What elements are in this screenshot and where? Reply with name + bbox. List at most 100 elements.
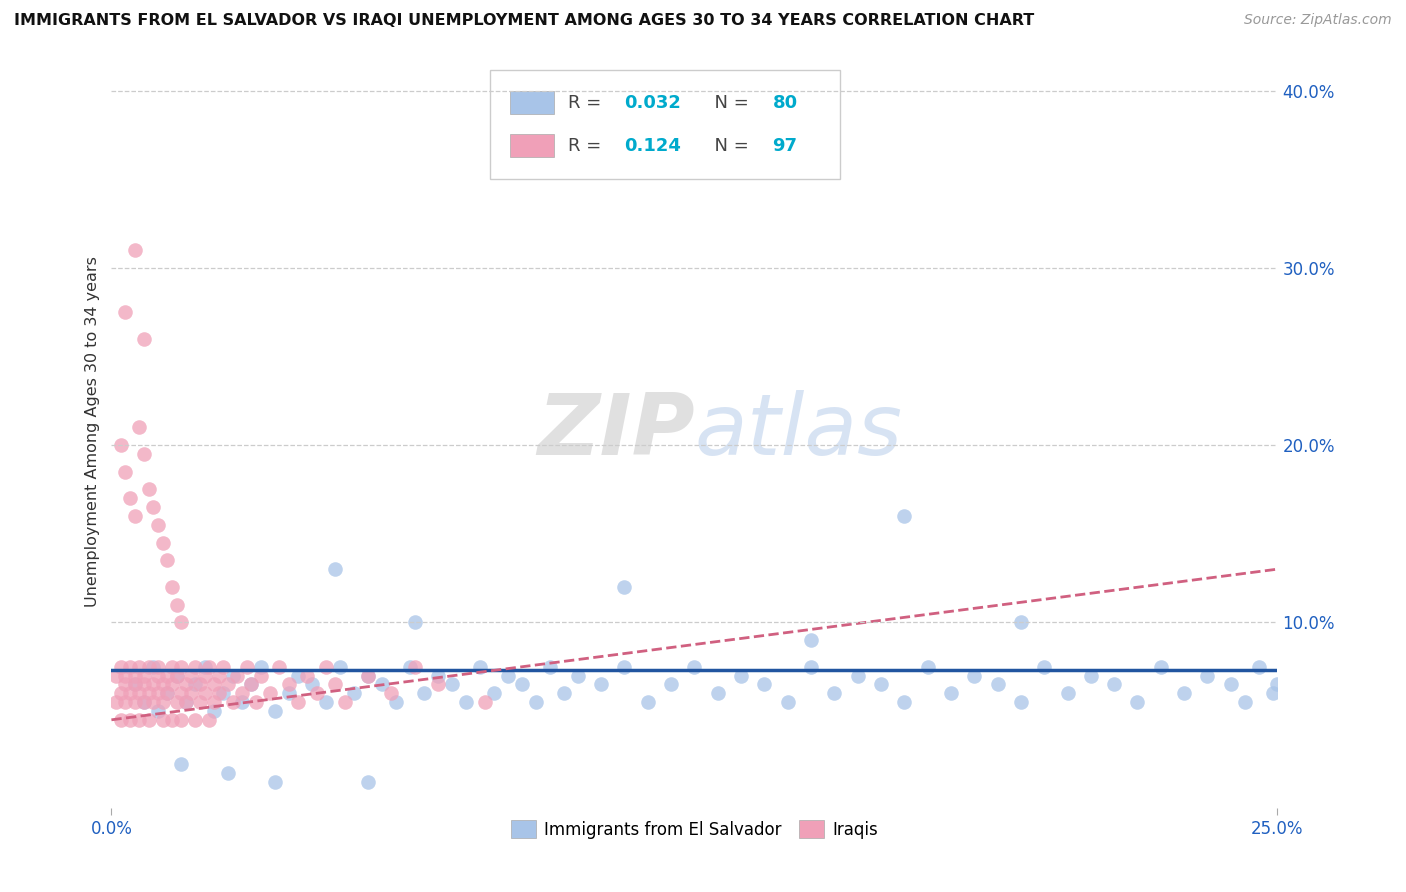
Point	[371, 677, 394, 691]
Point	[1219, 677, 1241, 691]
Point	[357, 775, 380, 789]
Point	[152, 677, 174, 691]
Point	[277, 677, 299, 691]
Point	[132, 332, 155, 346]
Point	[114, 305, 136, 319]
Point	[124, 695, 146, 709]
Point	[730, 668, 752, 682]
Point	[277, 686, 299, 700]
Point	[142, 659, 165, 673]
Point	[1267, 677, 1289, 691]
Point	[893, 695, 915, 709]
Point	[124, 243, 146, 257]
Point	[184, 677, 207, 691]
Point	[166, 598, 188, 612]
Text: 0.032: 0.032	[624, 94, 682, 112]
Point	[170, 686, 193, 700]
Point	[132, 447, 155, 461]
Point	[385, 695, 408, 709]
Point	[315, 659, 337, 673]
Point	[110, 686, 132, 700]
Point	[184, 713, 207, 727]
Point	[142, 500, 165, 515]
Point	[613, 659, 636, 673]
Point	[160, 580, 183, 594]
Point	[114, 668, 136, 682]
Text: R =: R =	[568, 94, 607, 112]
Point	[263, 775, 285, 789]
Point	[468, 659, 491, 673]
Point	[269, 659, 291, 673]
Point	[152, 695, 174, 709]
Point	[613, 580, 636, 594]
Point	[870, 677, 893, 691]
Point	[987, 677, 1010, 691]
Point	[128, 659, 150, 673]
Point	[357, 668, 380, 682]
Point	[323, 562, 346, 576]
Text: N =: N =	[703, 94, 754, 112]
Point	[221, 668, 243, 682]
Point	[120, 491, 142, 506]
Point	[231, 695, 253, 709]
Point	[174, 695, 197, 709]
Point	[202, 704, 225, 718]
Point	[132, 695, 155, 709]
Point	[404, 659, 426, 673]
Point	[142, 677, 165, 691]
Point	[496, 668, 519, 682]
Point	[591, 677, 613, 691]
Text: R =: R =	[568, 136, 607, 154]
Point	[124, 677, 146, 691]
Point	[706, 686, 728, 700]
Point	[221, 695, 243, 709]
Point	[170, 757, 193, 772]
Point	[194, 668, 217, 682]
Point	[1197, 668, 1219, 682]
Point	[156, 553, 179, 567]
Point	[343, 686, 366, 700]
Point	[132, 677, 155, 691]
Point	[217, 766, 239, 780]
Point	[846, 668, 869, 682]
Point	[800, 633, 823, 648]
Text: 80: 80	[772, 94, 797, 112]
Text: 97: 97	[772, 136, 797, 154]
Text: atlas: atlas	[695, 391, 903, 474]
Point	[263, 704, 285, 718]
Point	[156, 668, 179, 682]
Point	[132, 668, 155, 682]
Point	[538, 659, 561, 673]
Point	[212, 686, 235, 700]
Point	[1102, 677, 1125, 691]
Point	[212, 659, 235, 673]
Point	[404, 615, 426, 630]
Point	[217, 677, 239, 691]
Point	[132, 695, 155, 709]
Point	[138, 686, 160, 700]
FancyBboxPatch shape	[491, 70, 841, 179]
Point	[754, 677, 776, 691]
Point	[138, 713, 160, 727]
Text: N =: N =	[703, 136, 754, 154]
Point	[776, 695, 799, 709]
Point	[1233, 695, 1256, 709]
Text: ZIP: ZIP	[537, 391, 695, 474]
Point	[380, 686, 402, 700]
Point	[823, 686, 845, 700]
Point	[152, 713, 174, 727]
Point	[128, 713, 150, 727]
Point	[174, 695, 197, 709]
Point	[120, 686, 142, 700]
Point	[124, 508, 146, 523]
Point	[524, 695, 547, 709]
Point	[329, 659, 352, 673]
Point	[287, 695, 309, 709]
Point	[240, 677, 263, 691]
Point	[174, 677, 197, 691]
Point	[110, 713, 132, 727]
Point	[188, 695, 211, 709]
Point	[426, 668, 449, 682]
Point	[399, 659, 422, 673]
Point	[146, 517, 169, 532]
